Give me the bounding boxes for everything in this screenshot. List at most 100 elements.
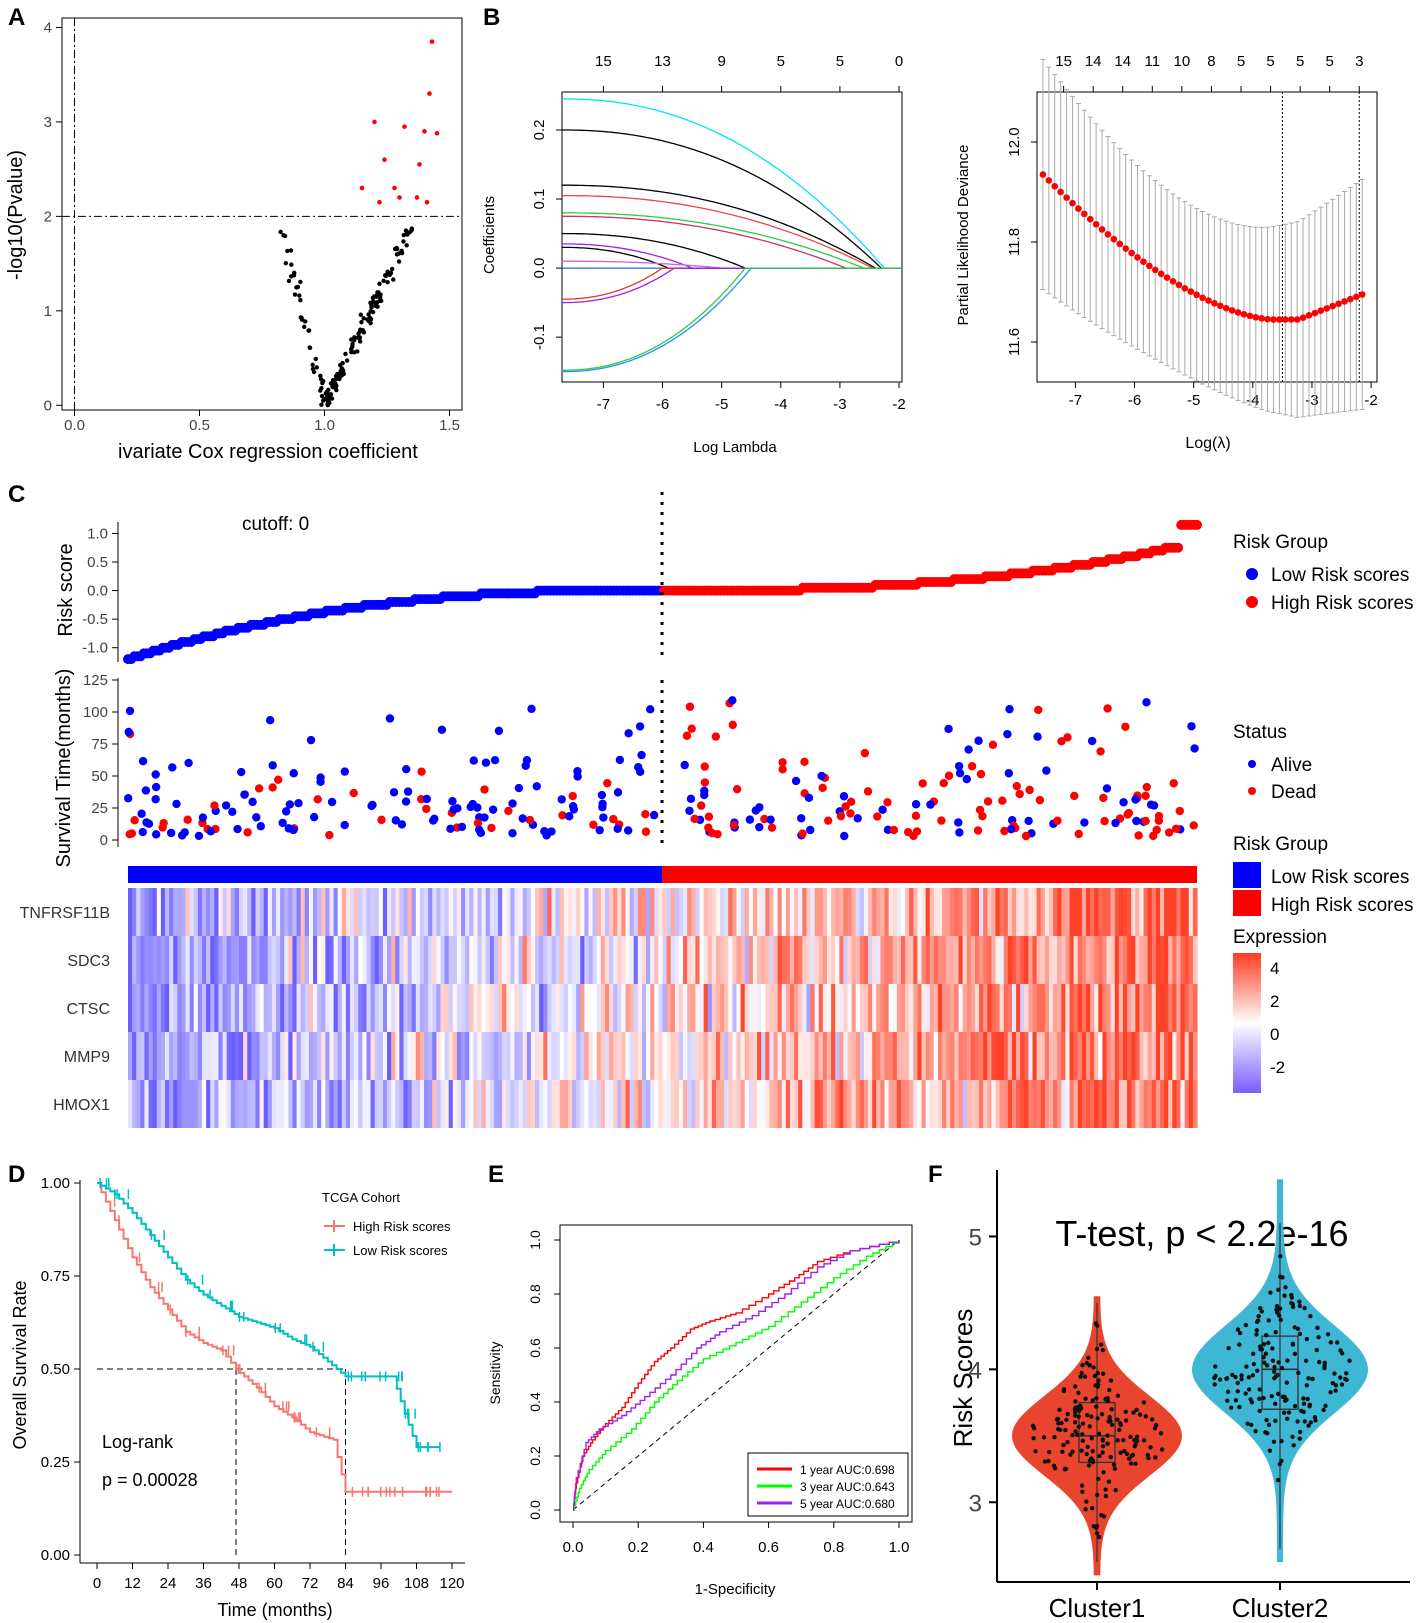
- c-heat-cell: [559, 1080, 565, 1128]
- c-surv-point: [912, 827, 922, 836]
- c-heat-cell: [485, 936, 491, 984]
- c-heat-cell: [769, 936, 775, 984]
- f-jitter-point: [1237, 1404, 1242, 1410]
- c-heat-cell: [909, 984, 914, 1032]
- c-heat-cell: [189, 1080, 195, 1128]
- c-heat-cell: [822, 888, 828, 936]
- c-heat-cell: [276, 1032, 281, 1080]
- c-heat-cell: [300, 888, 306, 936]
- f-jitter-point: [1145, 1452, 1151, 1458]
- c-heat-cell: [366, 984, 372, 1032]
- c-heat-cell: [177, 1080, 183, 1128]
- c-heat-cell: [1135, 1080, 1141, 1128]
- c-heat-cell: [263, 1032, 269, 1080]
- c-surv-point: [624, 729, 633, 738]
- c-surv-point: [962, 774, 971, 784]
- a-point: [298, 315, 304, 320]
- c-heat-cell: [378, 1032, 384, 1080]
- c-risk-point: [1192, 519, 1202, 530]
- f-jitter-point: [1113, 1487, 1118, 1493]
- f-jitter-point: [1269, 1393, 1275, 1399]
- c-heat-cell: [1098, 888, 1104, 936]
- f-jitter-point: [1259, 1309, 1264, 1314]
- c-heat-cell: [970, 984, 976, 1032]
- c-heat-cell: [197, 888, 203, 936]
- a-point: [325, 402, 330, 408]
- c-heat-cell: [1139, 1080, 1145, 1128]
- panel-b1-xlabel: Log Lambda: [693, 439, 777, 456]
- c-heat-cell: [1102, 888, 1108, 936]
- f-jitter-point: [1292, 1403, 1298, 1409]
- f-jitter-point: [1312, 1415, 1318, 1420]
- f-box: [1078, 1401, 1116, 1464]
- c-heat-cell: [637, 888, 643, 936]
- km-legend-title: TCGA Cohort: [322, 1190, 400, 1205]
- c-heat-cell: [300, 936, 306, 984]
- c-heat-cell: [432, 888, 437, 936]
- c-heat-cell: [419, 888, 425, 936]
- c-heat-cell: [933, 984, 939, 1032]
- c-heat-cell: [214, 888, 220, 936]
- c-surv-point: [172, 799, 181, 809]
- c-heat-cell: [419, 1032, 425, 1080]
- c-surv-point: [248, 797, 257, 807]
- c-heat-cell: [506, 984, 511, 1032]
- b1-toptick-label: 15: [595, 53, 612, 70]
- f-jitter-point: [1148, 1445, 1153, 1450]
- c-heat-cell: [395, 1080, 400, 1128]
- a-ytick-label: 0: [44, 397, 52, 414]
- c-heat-cell: [724, 1080, 729, 1128]
- c-heat-cell: [535, 936, 540, 984]
- f-jitter-point: [1290, 1342, 1296, 1347]
- c-heat-cell: [732, 1032, 738, 1080]
- c-heat-cell: [979, 1032, 984, 1080]
- legend-low-label-1: Low Risk scores: [1271, 565, 1409, 586]
- c-heat-cell: [296, 936, 302, 984]
- f-jitter-point: [1080, 1363, 1085, 1368]
- c-heat-cell: [814, 984, 820, 1032]
- c-surv-point: [504, 806, 513, 816]
- a-point-significant: [414, 195, 420, 200]
- c-heat-cell: [1090, 1032, 1095, 1080]
- c-heat-cell: [683, 888, 688, 936]
- d-xtick-label: 24: [160, 1575, 177, 1592]
- c-heat-cell: [1192, 1080, 1198, 1128]
- c-heat-cell: [308, 1032, 314, 1080]
- a-point: [366, 318, 371, 323]
- c-heat-cell: [880, 888, 886, 936]
- c-heat-cell: [280, 984, 285, 1032]
- c-heat-cell: [284, 1032, 289, 1080]
- c-surv-point: [573, 767, 582, 776]
- c-heat-cell: [535, 1032, 540, 1080]
- c-surv-point: [766, 815, 775, 824]
- b2-point: [1057, 188, 1064, 196]
- panel-b2-frame: [1036, 91, 1378, 383]
- f-jitter-point: [1153, 1422, 1159, 1428]
- b2-xtick-label: -2: [1364, 392, 1377, 409]
- c-heat-cell: [1127, 888, 1132, 936]
- c-heat-cell: [625, 888, 631, 936]
- c-heat-cell: [296, 888, 302, 936]
- c-heat-cell: [909, 936, 914, 984]
- c-heat-cell: [576, 984, 581, 1032]
- c-heat-cell: [995, 1080, 1001, 1128]
- c-heat-cell: [773, 936, 779, 984]
- b2-toptick-label: 5: [1326, 53, 1334, 70]
- c-heat-cell: [522, 936, 528, 984]
- c-heat-cell: [1069, 1032, 1075, 1080]
- c-heat-cell: [358, 984, 363, 1032]
- c-heat-cell: [633, 888, 639, 936]
- c-surv-point: [944, 724, 953, 734]
- c-surv-point: [988, 740, 998, 750]
- c-heat-cell: [234, 936, 240, 984]
- d-xtick-label: 0: [93, 1575, 101, 1592]
- c-surv-point: [903, 827, 913, 837]
- f-jitter-point: [1235, 1389, 1240, 1394]
- c-heat-cell: [239, 984, 244, 1032]
- f-jitter-point: [1062, 1467, 1067, 1472]
- c-heat-cell: [703, 1080, 709, 1128]
- c-heat-cell: [1114, 984, 1120, 1032]
- c-heat-cell: [814, 1080, 820, 1128]
- c-heat-cell: [724, 936, 729, 984]
- b2-toptick-label: 5: [1296, 53, 1304, 70]
